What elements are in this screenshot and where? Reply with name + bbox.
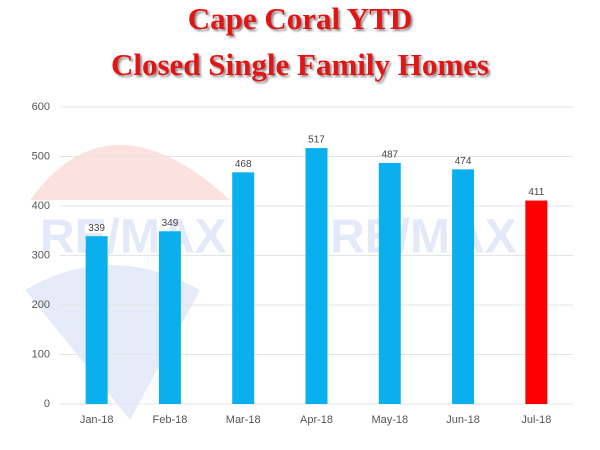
watermark: RE/MAX — [40, 211, 227, 264]
value-label: 487 — [381, 150, 398, 161]
watermark: RE/MAX — [330, 211, 517, 264]
x-tick-label: Feb-18 — [152, 414, 187, 426]
bar — [378, 162, 401, 404]
bar — [232, 172, 255, 404]
bar — [158, 231, 181, 404]
x-tick-label: Jan-18 — [80, 414, 114, 426]
y-tick-label: 0 — [44, 398, 50, 410]
bar — [85, 236, 108, 404]
bar — [452, 169, 475, 404]
x-tick-label: Apr-18 — [300, 414, 333, 426]
y-tick-label: 500 — [32, 150, 50, 162]
value-label: 339 — [88, 223, 105, 234]
bar — [305, 148, 328, 404]
watermark-decor: RE/MAX RE/MAX — [25, 145, 517, 420]
value-label: 411 — [528, 187, 544, 198]
y-tick-label: 600 — [32, 101, 50, 113]
x-tick-label: Mar-18 — [226, 414, 261, 426]
bar — [525, 200, 548, 404]
x-tick-label: Jun-18 — [446, 414, 480, 426]
y-tick-label: 100 — [32, 348, 50, 360]
y-tick-label: 200 — [32, 299, 50, 311]
x-tick-label: Jul-18 — [521, 414, 551, 426]
value-label: 517 — [308, 135, 325, 146]
chart-title: Closed Single Family Homes — [111, 47, 489, 82]
value-label: 468 — [235, 159, 252, 170]
x-tick-label: May-18 — [371, 414, 408, 426]
value-label: 349 — [162, 218, 179, 229]
chart-title: Cape Coral YTD — [188, 1, 412, 36]
y-tick-label: 300 — [32, 249, 50, 261]
y-tick-label: 400 — [32, 200, 50, 212]
value-label: 474 — [455, 156, 472, 167]
